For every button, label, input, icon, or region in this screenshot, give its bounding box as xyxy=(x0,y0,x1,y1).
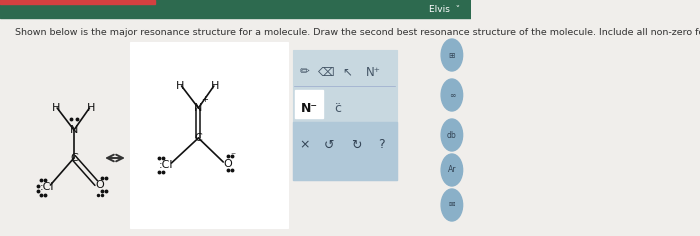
Text: :Cl: :Cl xyxy=(40,182,55,192)
Bar xyxy=(293,122,397,180)
Text: :Cl: :Cl xyxy=(159,160,174,170)
Bar xyxy=(130,42,288,228)
Circle shape xyxy=(441,189,463,221)
Text: Ar: Ar xyxy=(447,165,456,174)
Text: Shown below is the major resonance structure for a molecule. Draw the second bes: Shown below is the major resonance struc… xyxy=(15,28,700,37)
Text: H: H xyxy=(52,103,60,113)
Text: ?: ? xyxy=(378,139,384,152)
Text: C: C xyxy=(70,153,78,163)
Bar xyxy=(0,0,155,4)
Text: O: O xyxy=(95,180,104,190)
Circle shape xyxy=(441,79,463,111)
Text: ↖: ↖ xyxy=(343,66,353,79)
Text: N: N xyxy=(194,103,202,113)
Text: O: O xyxy=(223,159,232,169)
Text: ∞: ∞ xyxy=(449,90,455,100)
Text: N⁻: N⁻ xyxy=(301,101,318,114)
Text: ✏: ✏ xyxy=(300,66,309,79)
Text: ↺: ↺ xyxy=(324,139,335,152)
Text: ⊞: ⊞ xyxy=(449,51,455,59)
Text: H: H xyxy=(176,81,184,91)
Text: ✉: ✉ xyxy=(449,201,455,210)
Text: ↻: ↻ xyxy=(351,139,362,152)
Text: c̈: c̈ xyxy=(335,101,342,114)
Circle shape xyxy=(441,119,463,151)
Circle shape xyxy=(441,154,463,186)
Text: H: H xyxy=(211,81,219,91)
Text: N⁺: N⁺ xyxy=(366,66,381,79)
Bar xyxy=(0,0,470,18)
Text: +: + xyxy=(201,94,208,104)
Text: ⁻: ⁻ xyxy=(230,151,235,161)
Text: Elvis  ˅: Elvis ˅ xyxy=(430,5,461,14)
Text: db: db xyxy=(447,131,456,139)
Text: H: H xyxy=(87,103,95,113)
Text: C: C xyxy=(195,133,202,143)
Bar xyxy=(295,90,323,118)
Text: ×: × xyxy=(300,139,310,152)
Text: N: N xyxy=(70,125,78,135)
Circle shape xyxy=(441,39,463,71)
Bar xyxy=(293,50,397,180)
Text: ⌫: ⌫ xyxy=(318,66,335,79)
